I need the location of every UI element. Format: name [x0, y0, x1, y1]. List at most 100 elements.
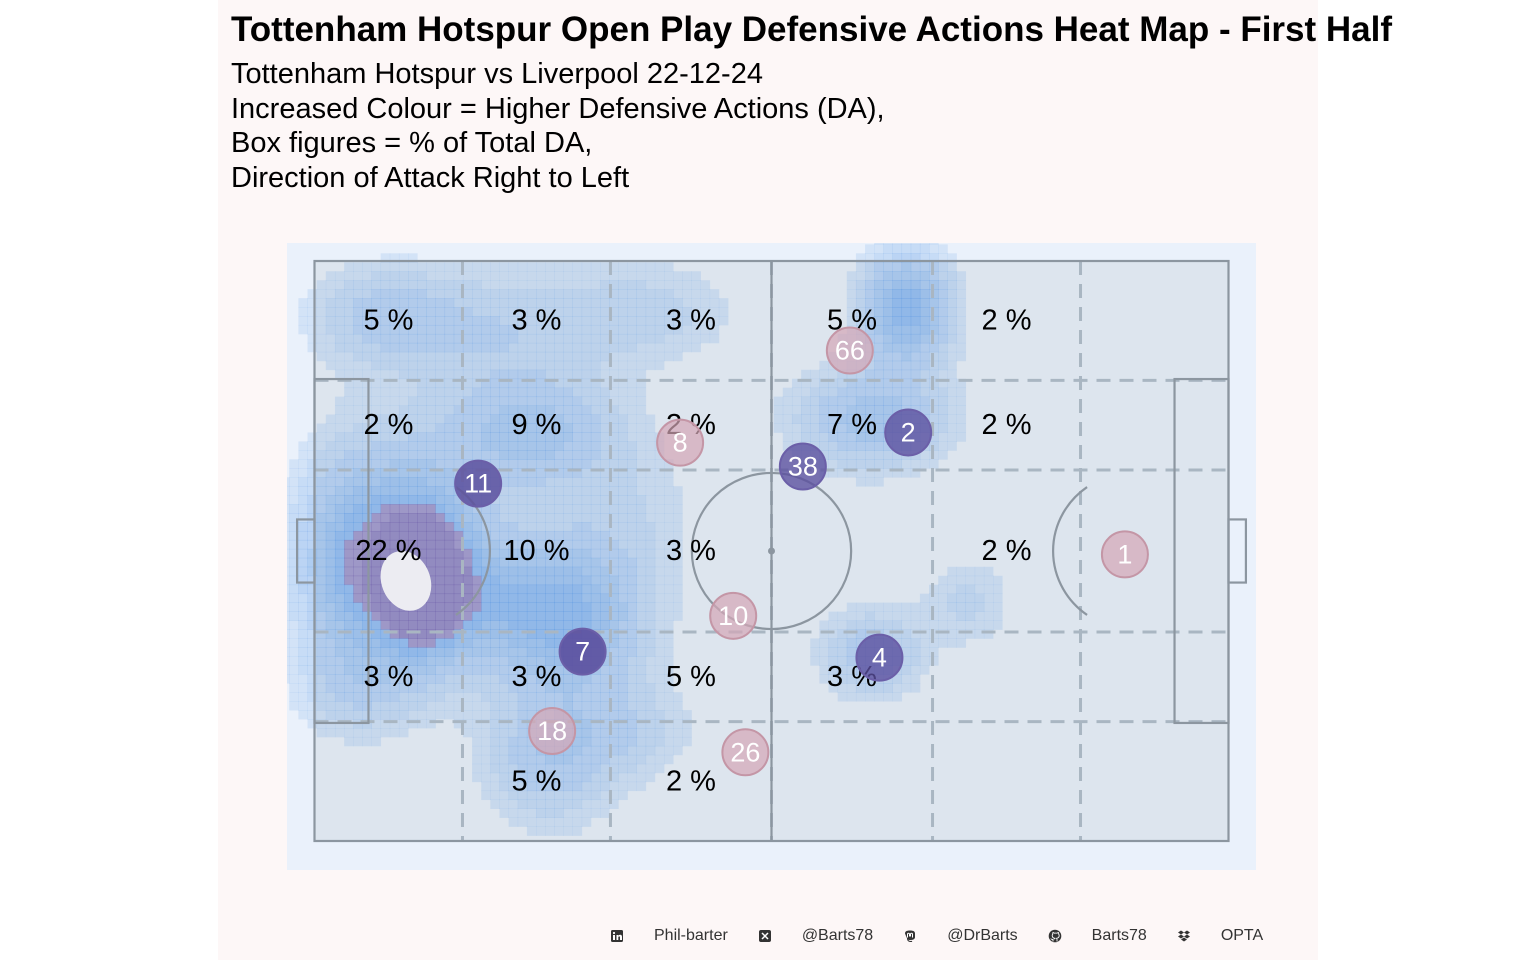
heat-cell	[472, 548, 482, 559]
heat-cell	[472, 665, 482, 675]
heat-cell	[563, 360, 573, 371]
heat-cell	[581, 351, 592, 362]
heat-cell	[536, 692, 546, 702]
heat-cell	[316, 342, 327, 353]
heat-cell	[271, 522, 281, 531]
heat-cell	[572, 808, 583, 818]
heat-cell	[664, 602, 674, 612]
heat-cell	[536, 620, 546, 630]
heat-cell	[782, 396, 793, 406]
heat-cell	[408, 450, 418, 460]
heat-cell	[865, 441, 875, 451]
heat-cell	[563, 495, 573, 505]
heat-cell	[627, 772, 637, 783]
heat-cell	[371, 602, 382, 612]
heat-cell	[426, 432, 436, 442]
heat-cell	[709, 289, 720, 299]
heat-cell	[398, 629, 409, 639]
heat-cell	[472, 530, 482, 541]
heat-cell	[618, 513, 628, 523]
heat-cell	[371, 584, 382, 595]
heat-cell	[901, 674, 912, 684]
heat-cell	[929, 387, 939, 398]
heat-cell	[919, 459, 930, 469]
heat-cell	[499, 665, 510, 675]
heat-cell	[572, 557, 583, 568]
heat-cell	[462, 271, 473, 281]
heat-cell	[974, 593, 985, 604]
heat-cell	[453, 432, 464, 442]
dropbox-icon[interactable]	[1177, 929, 1191, 943]
heat-cell	[563, 817, 573, 827]
heat-cell	[618, 701, 628, 711]
heat-cell	[353, 575, 363, 586]
heat-cell	[910, 243, 921, 245]
heat-cell	[545, 289, 555, 299]
heat-cell	[645, 333, 656, 344]
heat-cell	[828, 665, 839, 675]
heat-cell	[636, 369, 647, 380]
heat-cell	[819, 450, 829, 460]
heat-cell	[938, 638, 948, 648]
heat-cell	[298, 584, 308, 595]
heat-cell	[499, 611, 510, 621]
mastodon-icon[interactable]	[903, 929, 917, 943]
heat-cell	[874, 324, 884, 335]
heat-cell	[417, 378, 427, 389]
heat-cell	[508, 441, 519, 451]
heat-cell	[508, 790, 519, 801]
heat-cell	[545, 692, 555, 702]
heat-cell	[618, 396, 628, 406]
heat-cell	[334, 360, 345, 371]
heat-cell	[919, 333, 930, 344]
heat-cell	[828, 647, 839, 657]
heat-cell	[353, 459, 363, 469]
heat-cell	[545, 450, 555, 460]
zone-percentage-label: 7 %	[827, 409, 877, 441]
player-number: 11	[464, 469, 492, 499]
heat-cell	[508, 316, 519, 326]
heat-cell	[636, 530, 647, 541]
heat-cell	[590, 683, 601, 693]
heat-cell	[426, 333, 436, 344]
heat-cell	[481, 656, 491, 666]
heat-cell	[590, 539, 601, 550]
heat-cell	[490, 423, 500, 433]
zone-percentage-label: 22 %	[355, 535, 421, 567]
github-icon[interactable]	[1048, 929, 1062, 943]
heat-cell	[618, 557, 628, 568]
heat-cell	[353, 674, 363, 684]
heat-cell	[883, 342, 893, 353]
heat-cell	[938, 611, 948, 621]
linkedin-icon[interactable]	[610, 929, 624, 943]
heat-cell	[664, 468, 674, 478]
heat-cell	[874, 396, 884, 406]
heat-cell	[654, 754, 665, 765]
heat-cell	[782, 423, 793, 433]
heat-cell	[682, 342, 692, 353]
heat-cell	[654, 629, 665, 639]
x-twitter-icon[interactable]	[758, 929, 772, 943]
heat-cell	[334, 557, 345, 568]
heat-cell	[462, 342, 473, 353]
heat-cell	[444, 405, 455, 415]
heat-cell	[517, 351, 528, 362]
heat-cell	[536, 342, 546, 353]
heat-cell	[307, 333, 318, 344]
heat-cell	[554, 423, 564, 433]
heat-cell	[855, 432, 866, 442]
heat-cell	[462, 513, 473, 523]
heat-cell	[307, 504, 318, 514]
heat-cell	[371, 396, 382, 406]
heat-cell	[490, 745, 500, 756]
heat-cell	[398, 307, 409, 317]
heat-cell	[287, 495, 290, 505]
heat-cell	[554, 665, 564, 675]
heat-cell	[508, 736, 519, 747]
heat-cell	[490, 557, 500, 568]
heat-cell	[956, 620, 967, 630]
heat-cell	[453, 647, 464, 657]
heat-cell	[581, 557, 592, 568]
heat-cell	[289, 674, 299, 684]
heat-cell	[956, 593, 967, 604]
